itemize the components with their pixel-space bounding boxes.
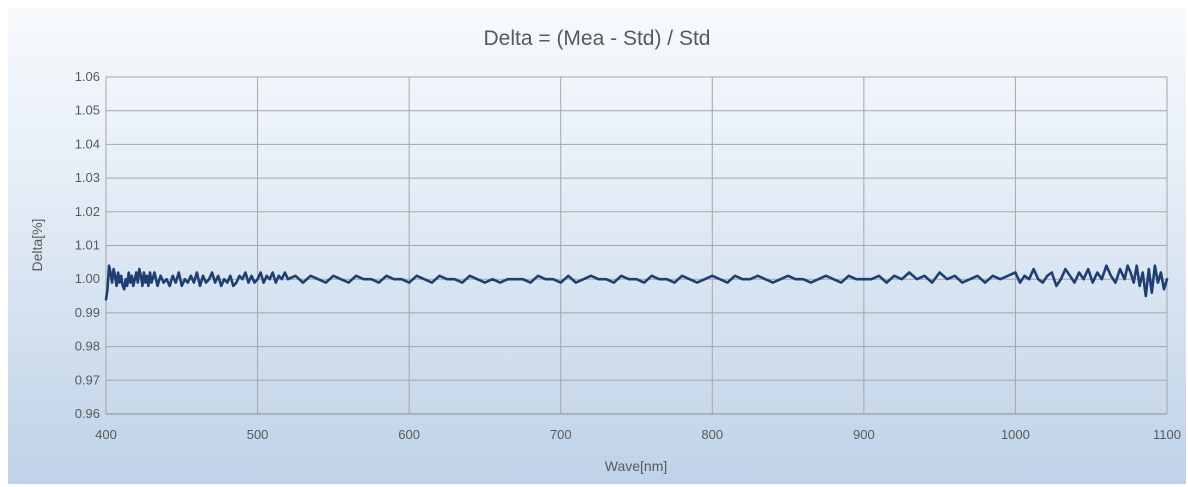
y-tick-label: 1.01 (75, 238, 100, 253)
y-tick-label: 1.00 (75, 271, 100, 286)
x-tick-label: 500 (247, 427, 269, 442)
y-tick-label: 0.98 (75, 339, 100, 354)
y-tick-label: 1.04 (75, 136, 100, 151)
series-line (104, 264, 1169, 301)
x-tick-label: 600 (398, 427, 420, 442)
y-tick-label: 1.02 (75, 204, 100, 219)
y-tick-labels: 1.06 1.05 1.04 1.03 1.02 1.01 1.00 0.99 0.98 0.97… (75, 69, 100, 421)
grid (105, 76, 1168, 415)
y-tick-label: 0.96 (75, 406, 100, 421)
chart-area: Delta = (Mea - Std) / Std Wave[nm] Delta… (8, 8, 1186, 484)
x-tick-label: 700 (550, 427, 572, 442)
y-tick-label: 1.03 (75, 170, 100, 185)
y-tick-label: 0.99 (75, 305, 100, 320)
y-tick-label: 1.06 (75, 69, 100, 84)
x-tick-label: 400 (95, 427, 117, 442)
x-axis-label: Wave[nm] (605, 458, 668, 474)
chart-title: Delta = (Mea - Std) / Std (483, 27, 710, 50)
y-tick-label: 0.97 (75, 372, 100, 387)
y-tick-label: 1.05 (75, 103, 100, 118)
line-chart: Delta = (Mea - Std) / Std Wave[nm] Delta… (29, 27, 1181, 474)
x-tick-label: 800 (701, 427, 723, 442)
y-axis-label: Delta[%] (29, 219, 45, 272)
x-tick-labels: 400 500 600 700 800 900 1000 1100 (95, 427, 1181, 442)
x-tick-label: 900 (853, 427, 875, 442)
x-tick-label: 1000 (1001, 427, 1030, 442)
x-tick-label: 1100 (1153, 427, 1181, 442)
series-layer (104, 264, 1169, 301)
